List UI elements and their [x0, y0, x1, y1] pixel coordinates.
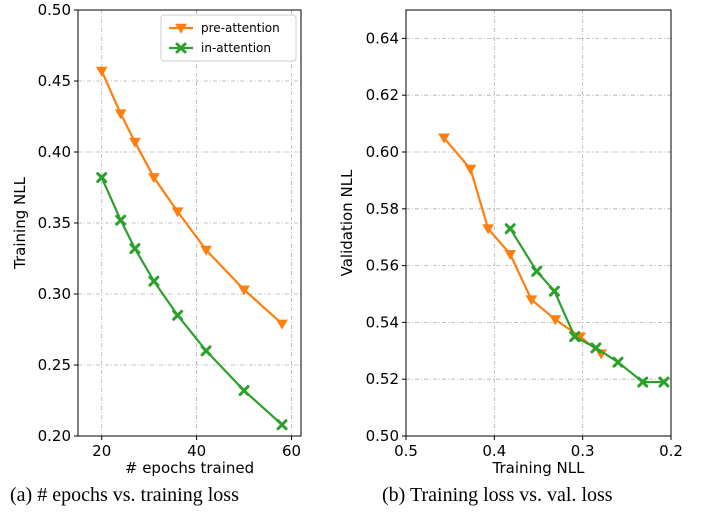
- legend: pre-attention in-attention: [160, 14, 297, 62]
- data-point: [531, 265, 543, 277]
- series-line-0: [100, 70, 283, 325]
- data-point: [238, 285, 250, 296]
- x-axis-label: # epochs trained: [125, 459, 254, 477]
- data-point: [612, 356, 624, 368]
- data-point: [549, 315, 562, 326]
- data-point: [114, 109, 127, 120]
- series-line-0: [443, 137, 602, 355]
- data-point: [590, 342, 602, 354]
- y-tick-label: 0.50: [366, 427, 399, 445]
- legend-label: pre-attention: [201, 21, 280, 35]
- y-axis-label: Validation NLL: [338, 169, 356, 276]
- data-point: [482, 224, 495, 235]
- data-point: [200, 245, 212, 256]
- x-tick-label: 0.2: [659, 442, 683, 460]
- x-tick-label: 0.5: [394, 442, 418, 460]
- y-tick-label: 0.30: [38, 285, 71, 303]
- data-point: [171, 207, 184, 218]
- plot-frame: [405, 9, 672, 437]
- data-point: [637, 376, 649, 388]
- y-tick-label: 0.64: [366, 29, 399, 47]
- data-point: [200, 345, 212, 357]
- legend-label: in-attention: [201, 41, 271, 55]
- caption-a: (a) # epochs vs. training loss: [10, 484, 239, 506]
- data-point: [95, 66, 108, 77]
- x-tick-label: 60: [282, 442, 301, 460]
- y-axis-label: Training NLL: [11, 176, 29, 270]
- data-point: [438, 133, 450, 144]
- y-tick-label: 0.40: [38, 143, 71, 161]
- data-point: [172, 309, 184, 321]
- data-point: [96, 172, 108, 184]
- series-line-1: [509, 228, 664, 384]
- data-point: [129, 137, 141, 148]
- y-tick-label: 0.25: [38, 356, 71, 374]
- legend-marker: [175, 42, 187, 54]
- y-tick-label: 0.52: [366, 370, 399, 388]
- data-point: [238, 385, 250, 397]
- y-tick-label: 0.50: [38, 1, 71, 19]
- data-point: [548, 285, 560, 297]
- data-point: [464, 164, 477, 175]
- y-tick-label: 0.45: [38, 72, 71, 90]
- data-point: [525, 295, 538, 306]
- data-point: [276, 319, 288, 330]
- y-tick-label: 0.35: [38, 214, 71, 232]
- x-tick-label: 40: [187, 442, 206, 460]
- data-point: [658, 376, 670, 388]
- data-point: [276, 419, 288, 431]
- x-tick-label: 0.4: [482, 442, 506, 460]
- data-point: [148, 173, 160, 184]
- chart-epochs-vs-training-loss: 0.20 0.25 0.30 0.35 0.40 0.45 0.50 20 40 60 # epoc…: [11, 1, 302, 477]
- x-axis-label: Training NLL: [492, 459, 586, 477]
- data-point: [569, 331, 581, 343]
- legend-box: [160, 14, 297, 62]
- legend-marker: [175, 23, 187, 34]
- y-tick-label: 0.54: [366, 313, 399, 331]
- chart-training-vs-validation-loss: 0.50 0.52 0.54 0.56 0.58 0.60 0.62 0.64 0.5 0.4 0.…: [338, 9, 683, 477]
- data-point: [504, 223, 516, 235]
- x-tick-label: 0.3: [571, 442, 595, 460]
- y-tick-label: 0.56: [366, 257, 399, 275]
- y-tick-label: 0.20: [38, 427, 71, 445]
- data-point: [129, 243, 141, 255]
- series-line-1: [100, 177, 283, 426]
- data-point: [504, 249, 517, 260]
- data-point: [115, 214, 127, 226]
- y-tick-label: 0.58: [366, 200, 399, 218]
- y-tick-label: 0.60: [366, 143, 399, 161]
- caption-b: (b) Training loss vs. val. loss: [382, 484, 613, 506]
- data-point: [148, 275, 160, 287]
- y-tick-label: 0.62: [366, 86, 399, 104]
- x-tick-label: 20: [92, 442, 111, 460]
